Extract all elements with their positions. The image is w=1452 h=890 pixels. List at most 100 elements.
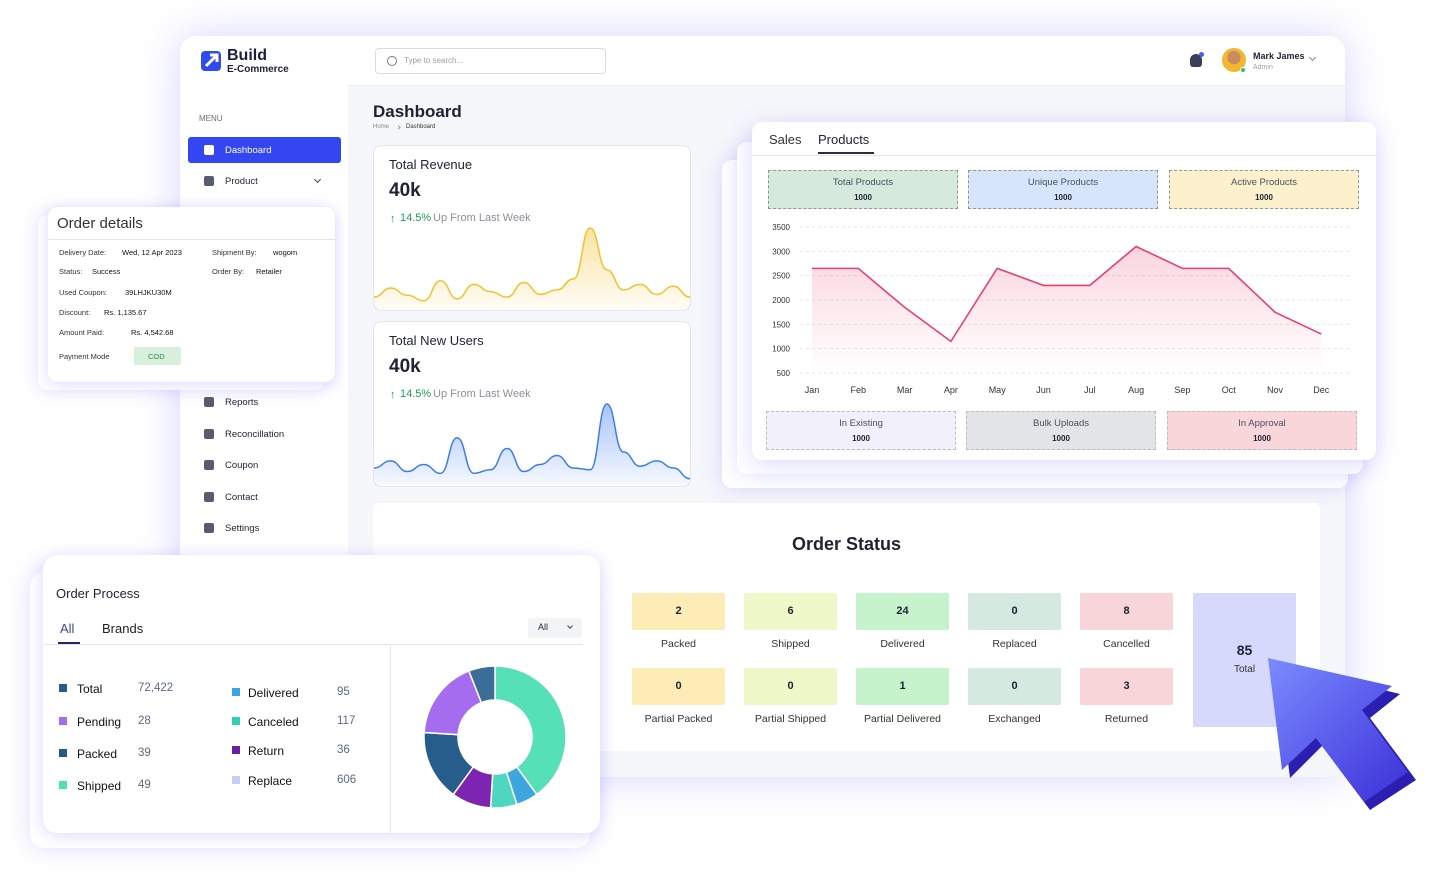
- y-tick-label: 2000: [772, 296, 790, 305]
- divider: [390, 644, 391, 833]
- sparkline-line: [373, 227, 691, 302]
- total-count: 85: [1236, 642, 1253, 658]
- legend-marker: [232, 688, 240, 696]
- field-label: Shipment By:: [212, 248, 257, 257]
- status-box: [1080, 593, 1173, 630]
- legend-name: Canceled: [248, 715, 299, 729]
- status-label: Partial Packed: [644, 713, 713, 725]
- field-label: Status:: [59, 267, 83, 276]
- status-box: [856, 668, 949, 705]
- divider: [43, 644, 583, 645]
- status-box: [1080, 668, 1173, 705]
- search-placeholder: Type to search...: [404, 56, 464, 65]
- status-count: 3: [1123, 680, 1130, 692]
- status-count: 0: [787, 680, 794, 692]
- card-change-text: Up From Last Week: [433, 212, 531, 224]
- order-details-title: Order details: [57, 215, 143, 232]
- status-box: [744, 668, 837, 705]
- tab[interactable]: Brands: [102, 621, 144, 636]
- stat-label: Total Products: [832, 177, 894, 188]
- status-label: Delivered: [880, 638, 925, 650]
- user-name: Mark James: [1253, 51, 1305, 61]
- donut-slice: [467, 665, 496, 704]
- menu-item[interactable]: Dashboard: [225, 145, 272, 156]
- filter-label: All: [538, 622, 549, 632]
- brand-tagline: E-Commerce: [227, 64, 289, 75]
- menu-icon: [204, 460, 214, 470]
- line-series: [812, 245, 1322, 343]
- status-label: Cancelled: [1103, 638, 1150, 650]
- stat-label: Bulk Uploads: [1033, 418, 1089, 429]
- legend-value: 28: [138, 715, 151, 727]
- field-value: Success: [92, 267, 121, 276]
- field-value: wogom: [273, 248, 298, 257]
- line-area: [812, 246, 1322, 373]
- menu-item[interactable]: Contact: [225, 492, 258, 503]
- x-tick-label: Aug: [1128, 385, 1144, 395]
- card-title: Total Revenue: [389, 157, 473, 172]
- card-change: 14.5%: [400, 212, 432, 224]
- legend-value: 49: [138, 779, 151, 791]
- legend-value: 606: [337, 774, 357, 786]
- card-value: 40k: [389, 180, 421, 201]
- stat-box: [1169, 170, 1359, 209]
- legend-marker: [59, 781, 67, 789]
- status-count: 6: [787, 605, 794, 617]
- y-tick-label: 1500: [772, 320, 790, 329]
- status-box: [856, 593, 949, 630]
- filter-caret: [567, 623, 573, 629]
- tab[interactable]: Sales: [769, 132, 802, 147]
- cursor-face: [1268, 658, 1408, 802]
- y-tick-label: 500: [777, 369, 791, 378]
- menu-item[interactable]: Coupon: [225, 460, 259, 471]
- search-box[interactable]: Type to search...: [375, 48, 606, 74]
- x-tick-label: Mar: [897, 385, 913, 395]
- brand-name: Build: [227, 47, 267, 64]
- legend-value: 117: [337, 715, 356, 727]
- menu-icon: [204, 145, 214, 155]
- tab-active[interactable]: Products: [818, 132, 870, 147]
- sparkline: [373, 227, 691, 309]
- stat-label: In Existing: [839, 418, 883, 429]
- donut-slice: [494, 665, 567, 796]
- order-status-title: Order Status: [791, 534, 902, 554]
- y-tick-label: 3500: [772, 223, 790, 232]
- tab-underline: [58, 642, 80, 644]
- legend-marker: [59, 684, 67, 692]
- stat-box: [768, 170, 958, 209]
- status-count: 1: [899, 680, 906, 692]
- menu-item[interactable]: Settings: [225, 523, 260, 534]
- notification-bell[interactable]: [1190, 54, 1202, 67]
- tab-divider: [752, 155, 1376, 156]
- x-tick-label: Nov: [1267, 385, 1284, 395]
- menu-item[interactable]: Reconcillation: [225, 429, 285, 440]
- status-label: Returned: [1104, 713, 1149, 725]
- stat-label: Active Products: [1231, 177, 1297, 188]
- tab-active[interactable]: All: [60, 621, 75, 636]
- user-role: Admin: [1253, 64, 1273, 71]
- sparkline-line: [373, 403, 691, 480]
- x-tick-label: Feb: [851, 385, 867, 395]
- menu-item[interactable]: Product: [225, 176, 258, 187]
- menu-item[interactable]: Reports: [225, 397, 259, 408]
- order-details-card: [48, 207, 335, 382]
- search-icon: [387, 56, 397, 66]
- status-box: [632, 668, 725, 705]
- status-label: Replaced: [992, 638, 1037, 650]
- menu-icon: [204, 429, 214, 439]
- cod-badge: [134, 347, 181, 365]
- stat-value: 1000: [854, 193, 872, 202]
- stat-value: 1000: [1253, 434, 1271, 443]
- breadcrumb-item[interactable]: Home: [373, 124, 390, 130]
- y-tick-label: 1000: [772, 345, 790, 354]
- status-box: [968, 668, 1061, 705]
- stat-value: 1000: [852, 434, 870, 443]
- legend-name: Pending: [77, 715, 122, 729]
- filter-dropdown[interactable]: All: [528, 618, 582, 638]
- legend-marker: [232, 746, 240, 754]
- card-change: 14.5%: [400, 388, 432, 400]
- field-value: Retailer: [256, 267, 282, 276]
- field-label: Discount:: [59, 308, 91, 317]
